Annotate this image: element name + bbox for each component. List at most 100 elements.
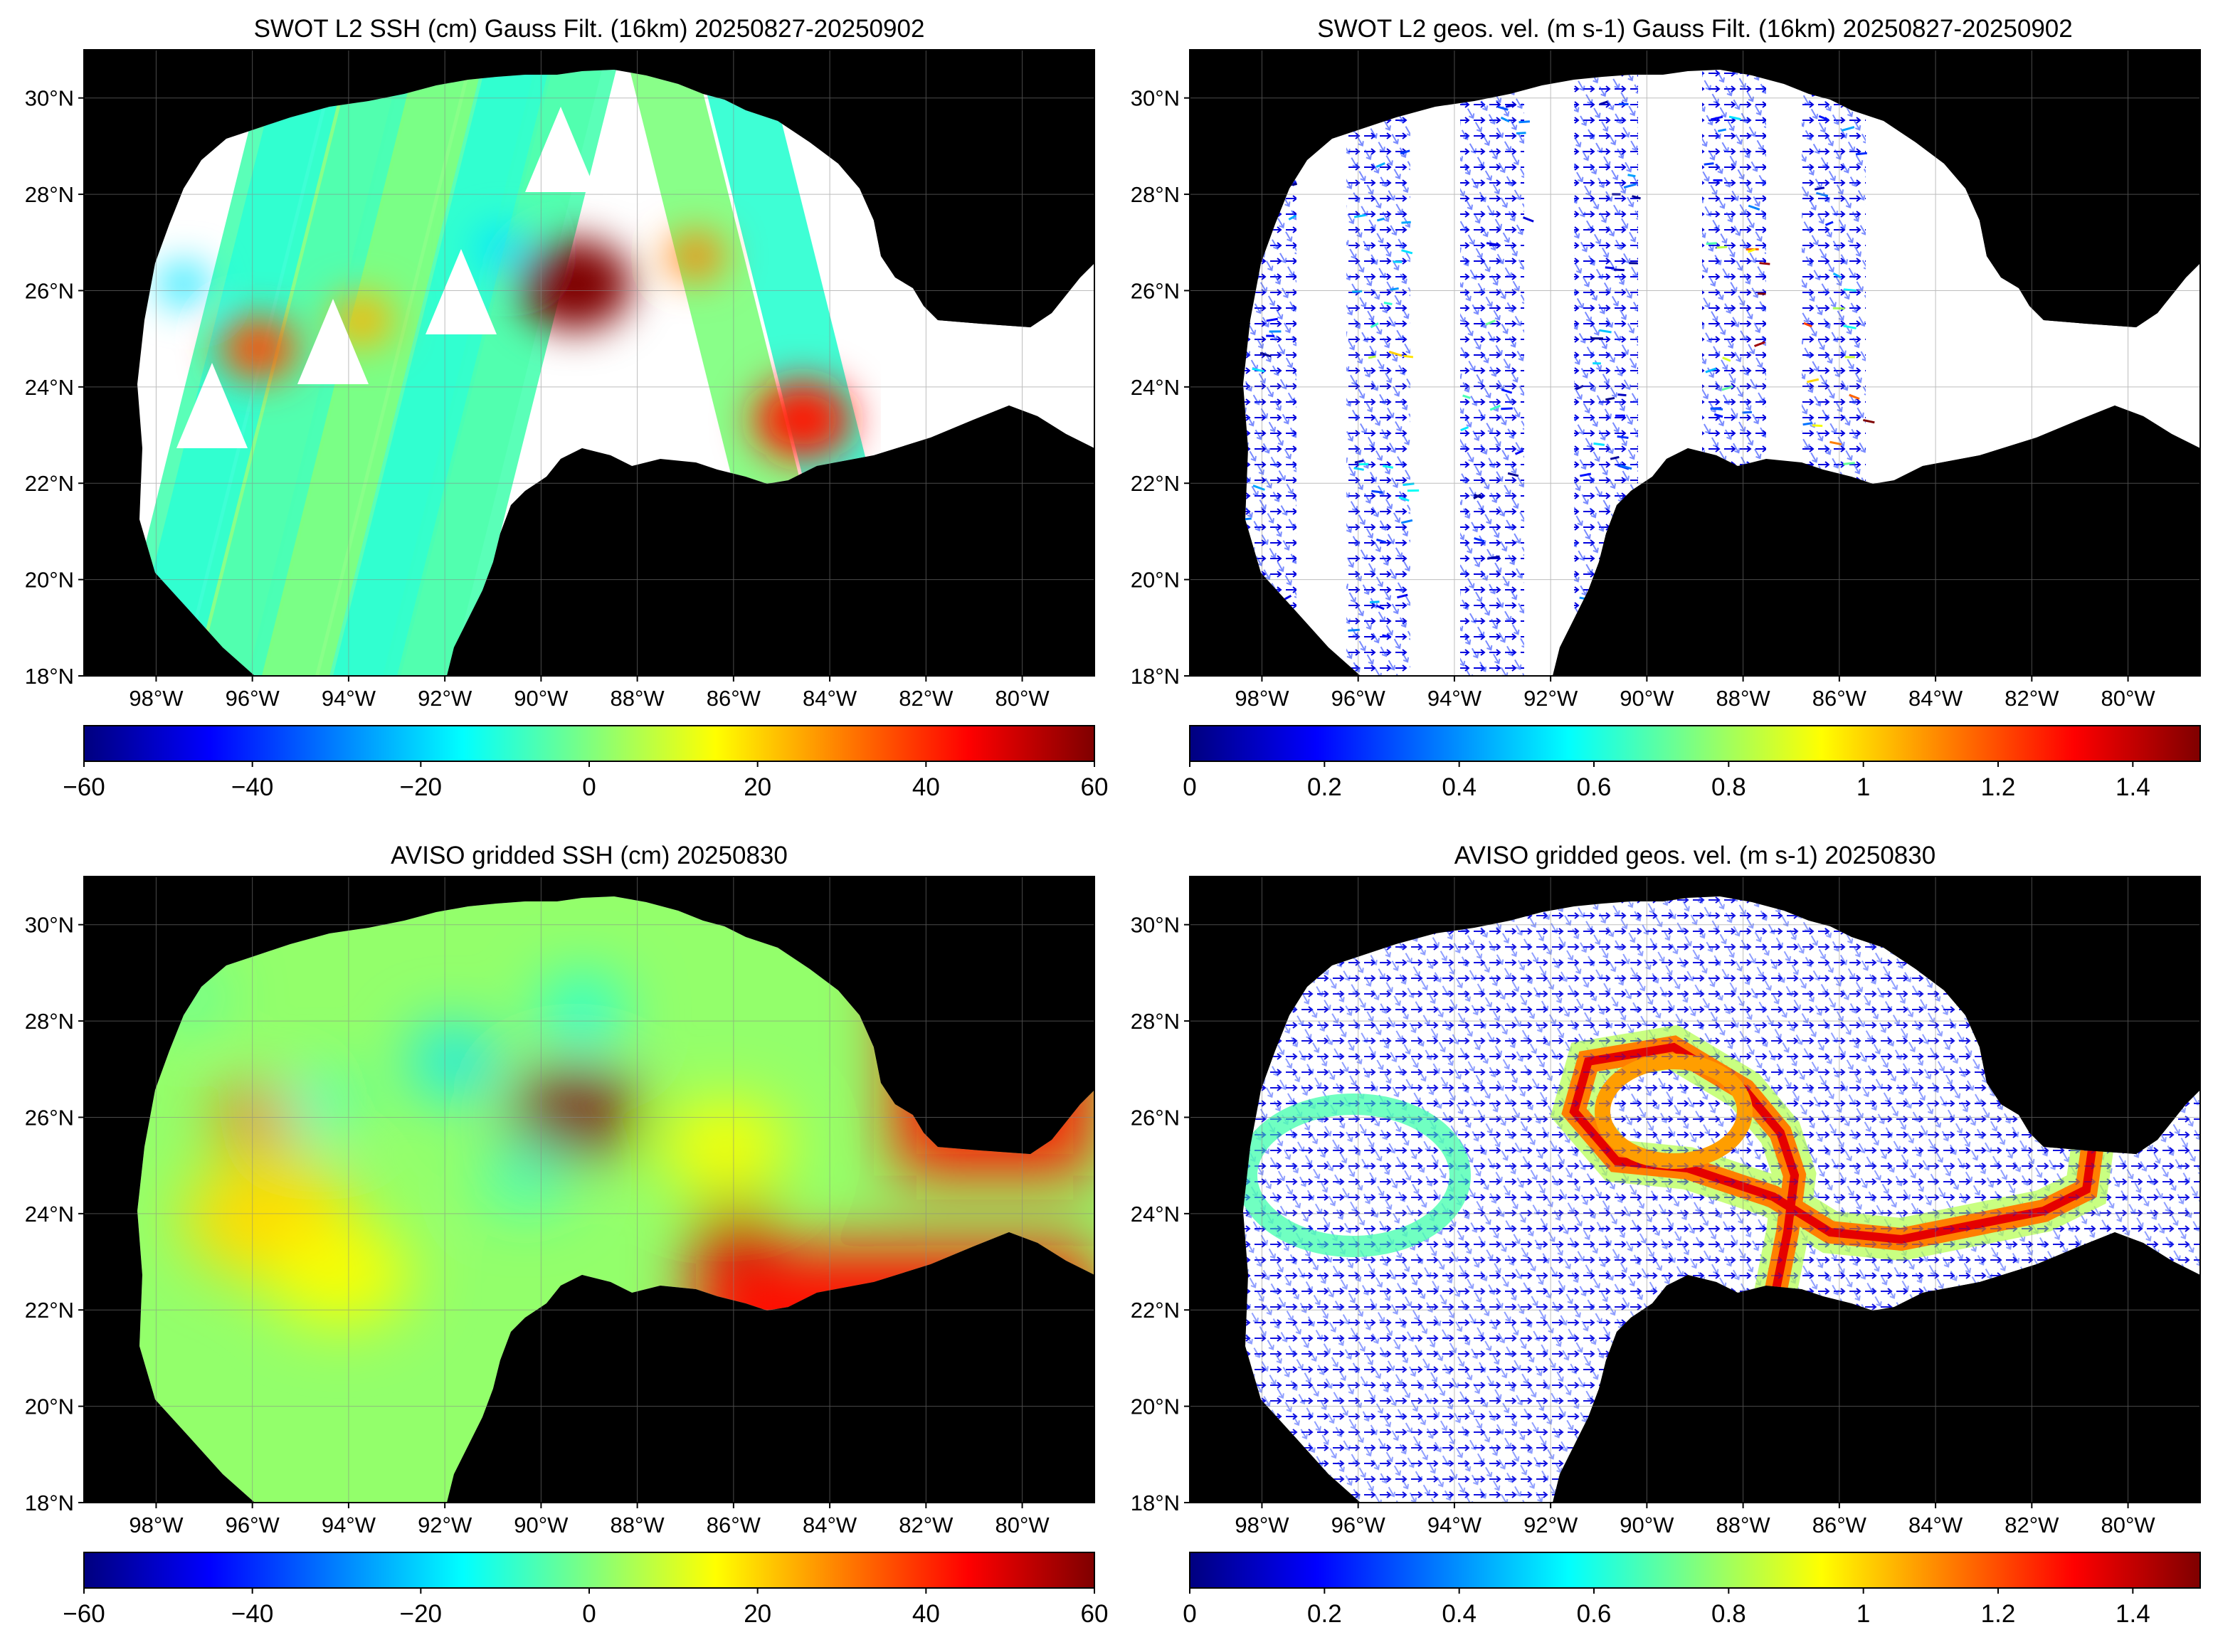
vel-arrow: [1403, 354, 1414, 359]
lat-tick-label: 20°N: [1131, 568, 1180, 593]
panel-swot-ssh: SWOT L2 SSH (cm) Gauss Filt. (16km) 2025…: [25, 15, 1109, 801]
vel-arrow: [1497, 105, 1509, 111]
colorbar-tick-label: 60: [1081, 1600, 1109, 1628]
ssh-high: [216, 1091, 294, 1146]
ssh-eddy-core: [511, 1067, 639, 1155]
vel-arrow: [1370, 322, 1379, 329]
colorbar-tick-label: 40: [912, 773, 940, 801]
colorbar-gradient: [83, 1552, 1095, 1589]
vel-arrow: [1754, 341, 1765, 347]
colorbar-tick-label: 0.4: [1442, 1600, 1477, 1628]
vel-arrow: [1501, 388, 1513, 394]
lon-tick-label: 92°W: [1523, 1513, 1578, 1537]
colorbar-tick-label: 0: [582, 1600, 596, 1628]
colorbar: 0 0.2 0.4 0.6 0.8 1 1.2 1.4: [1183, 1552, 2201, 1628]
map-frame: [1189, 876, 2201, 1503]
vel-arrow: [1368, 355, 1376, 359]
vel-arrow: [1728, 115, 1741, 121]
panel-aviso-ssh: AVISO gridded SSH (cm) 20250830 30°N 28°N 2…: [25, 842, 1109, 1628]
vel-arrow: [1485, 319, 1496, 326]
panel-title: AVISO gridded geos. vel. (m s-1) 2025083…: [1454, 842, 1935, 869]
vel-arrow: [1266, 317, 1278, 322]
panel-title: AVISO gridded SSH (cm) 20250830: [391, 842, 788, 869]
land-mask: [84, 50, 1094, 676]
vel-arrow: [1376, 538, 1387, 544]
lat-tick-label: 28°N: [25, 182, 74, 207]
colorbar: −60 −40 −20 0 20 40 60: [63, 725, 1108, 801]
lon-tick-label: 98°W: [129, 1513, 184, 1537]
lon-tick-label: 96°W: [1331, 686, 1386, 711]
colorbar-tick-label: 0.8: [1711, 1600, 1746, 1628]
colorbar-tick-label: 0: [582, 773, 596, 801]
yucatan-peninsula: [1553, 448, 1745, 676]
lon-tick-label: 90°W: [1620, 686, 1674, 711]
vel-arrow: [1832, 272, 1842, 279]
vel-arrow: [1486, 242, 1499, 246]
lon-tick-label: 92°W: [1523, 686, 1578, 711]
lat-tick-label: 28°N: [1131, 1009, 1180, 1034]
vel-arrow: [1382, 634, 1392, 639]
vel-arrow: [1812, 424, 1823, 428]
vel-arrow: [1401, 249, 1413, 255]
vel-arrow: [1514, 449, 1524, 455]
no-data-gap: [426, 249, 497, 334]
lon-tick-label: 80°W: [2101, 686, 2156, 711]
lat-tick-label: 22°N: [25, 1298, 74, 1323]
vel-arrow: [1400, 519, 1413, 524]
vel-arrow: [1623, 183, 1637, 189]
lat-tick-label: 20°N: [25, 568, 74, 593]
colorbar-tick-label: −20: [400, 773, 442, 801]
lat-tick-label: 18°N: [25, 1490, 74, 1515]
vel-arrow: [1617, 435, 1629, 439]
colorbar-tick-label: −60: [63, 773, 105, 801]
vel-arrow: [1401, 221, 1411, 224]
map-area: [84, 877, 1094, 1503]
lat-tick-label: 22°N: [25, 471, 74, 496]
vel-arrow: [1742, 411, 1752, 414]
lat-tick-label: 30°N: [1131, 86, 1180, 111]
florida-peninsula: [1972, 50, 2200, 327]
vel-arrow: [1243, 517, 1252, 521]
lon-tick-label: 88°W: [1716, 686, 1771, 711]
vel-arrow: [1580, 472, 1592, 477]
vel-arrow: [1593, 442, 1605, 446]
colorbar-tick-label: 1.4: [2116, 773, 2150, 801]
lon-tick-label: 84°W: [803, 1513, 857, 1537]
vel-arrow: [1353, 467, 1364, 471]
isla-juventud: [1955, 1333, 1975, 1345]
colorbar-tick-label: −40: [231, 773, 273, 801]
cuba-island: [788, 406, 1094, 512]
lon-tick-label: 86°W: [1812, 1513, 1867, 1537]
vel-arrow: [1516, 132, 1526, 135]
vel-arrow: [1388, 350, 1403, 357]
vel-arrow: [1489, 404, 1501, 411]
lon-tick-label: 84°W: [1908, 686, 1963, 711]
ssh-high: [660, 1102, 788, 1192]
lon-tick-label: 94°W: [322, 1513, 376, 1537]
lon-tick-label: 82°W: [2005, 1513, 2059, 1537]
lon-tick-label: 84°W: [803, 686, 857, 711]
lat-tick-label: 18°N: [1131, 1490, 1180, 1515]
vel-arrow: [1759, 262, 1770, 265]
map-area: [1190, 50, 2200, 676]
lon-tick-label: 82°W: [899, 686, 954, 711]
ssh-high: [269, 1225, 411, 1325]
vel-arrow: [1500, 116, 1510, 123]
colorbar-gradient: [1189, 1552, 2201, 1589]
lon-tick-label: 98°W: [1235, 1513, 1289, 1537]
lon-tick-label: 90°W: [514, 686, 569, 711]
lat-tick-label: 22°N: [1131, 1298, 1180, 1323]
colorbar-tick-label: 40: [912, 1600, 940, 1628]
vel-arrow: [1632, 195, 1641, 200]
yucatan-peninsula: [447, 448, 639, 676]
vel-arrow: [1710, 407, 1723, 411]
colorbar-tick-label: 0.4: [1442, 773, 1477, 801]
vel-arrow: [1376, 217, 1385, 222]
map-frame: [83, 49, 1095, 677]
lon-tick-label: 82°W: [899, 1513, 954, 1537]
lon-tick-label: 82°W: [2005, 686, 2059, 711]
map-frame: [1189, 49, 2201, 677]
ssh-high: [699, 1204, 771, 1261]
lon-tick-label: 94°W: [1427, 686, 1482, 711]
